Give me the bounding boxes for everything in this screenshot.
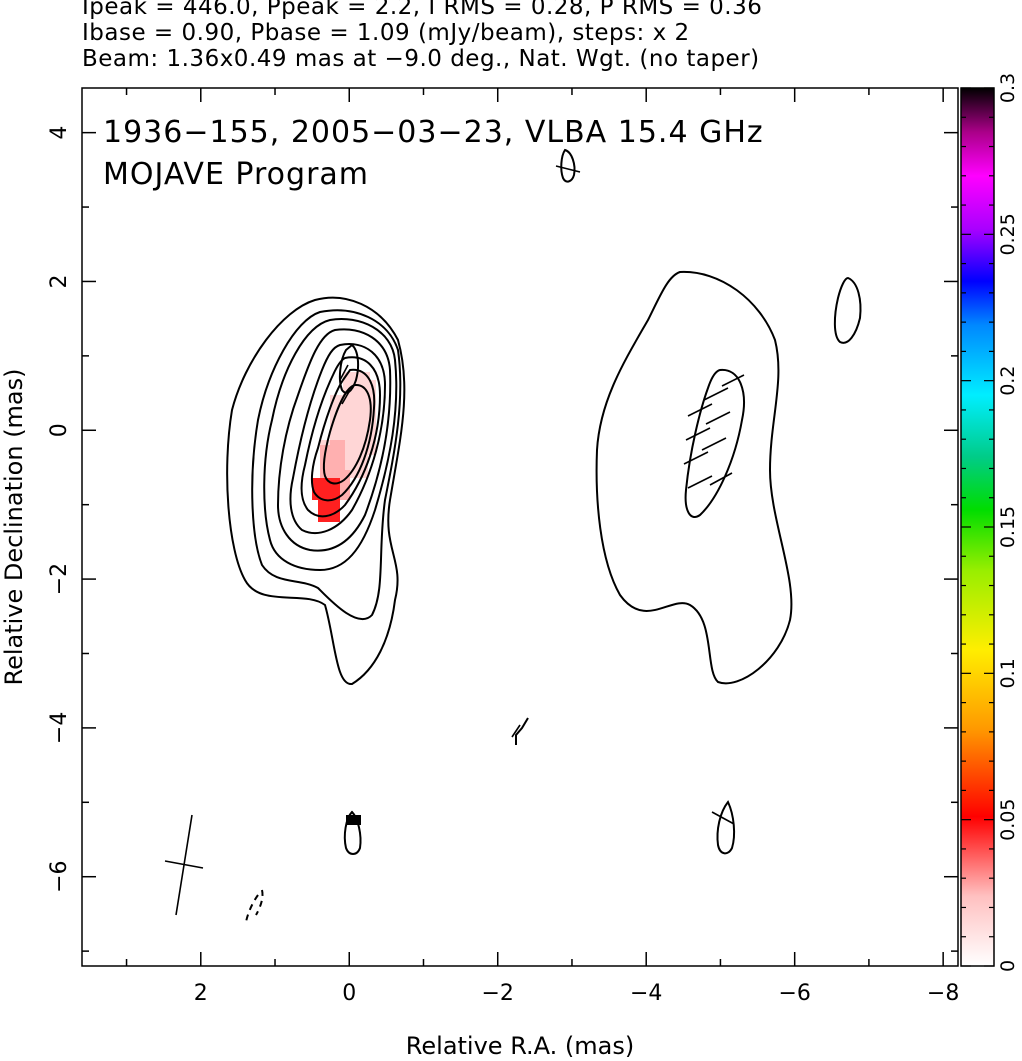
evpa-vector [709, 472, 733, 486]
plot-subtitle: MOJAVE Program [103, 157, 369, 192]
south-artifact [515, 717, 529, 745]
lobe-contour-inner [684, 368, 745, 518]
x-tick-label: 2 [194, 981, 208, 1006]
y-tick-label: 2 [47, 274, 72, 288]
core-south-blob [343, 810, 362, 855]
core-contours [226, 296, 406, 685]
lobe-contour-ne [833, 276, 862, 344]
evpa-vector [687, 403, 713, 417]
x-axis-ticks: 2 0 −2 −4 −6 −8 [125, 88, 959, 1006]
colorbar-tick-label: 0.05 [997, 799, 1019, 841]
evpa-vector [339, 364, 349, 381]
beam-minor-axis [164, 860, 204, 869]
x-tick-label: −2 [482, 981, 514, 1006]
core-contour-6 [300, 356, 382, 518]
colorbar-tick-label: 0 [997, 960, 1019, 972]
evpa-vectors [339, 165, 745, 825]
y-tick-label: −4 [47, 712, 72, 744]
x-axis-title: Relative R.A. (mas) [406, 1032, 634, 1060]
lobe-contours [560, 148, 862, 685]
header-line-peaks: Ipeak = 446.0, Ppeak = 2.2, I RMS = 0.28… [82, 0, 763, 20]
lobe-south-blob [716, 800, 736, 855]
evpa-vector [703, 387, 729, 401]
plot-header: Ipeak = 446.0, Ppeak = 2.2, I RMS = 0.28… [82, 0, 1022, 72]
pol-region-medium [320, 440, 350, 500]
core-contour-7 [310, 368, 376, 502]
lobe-contour-north-blob [560, 148, 576, 183]
core-contour-2 [251, 309, 402, 621]
colorbar-tick-label: 0.25 [997, 213, 1019, 255]
core-contour-1 [226, 296, 406, 685]
x-tick-label: 0 [342, 981, 356, 1006]
header-line-base: Ibase = 0.90, Pbase = 1.09 (mJy/beam), s… [82, 20, 690, 46]
evpa-vector [555, 165, 581, 173]
core-contour-8 [322, 383, 372, 485]
beam-indicator [164, 814, 204, 916]
y-axis-title: Relative Declination (mas) [0, 368, 28, 685]
colorbar-ticks: 0 0.05 0.1 0.15 0.2 0.25 0.3 [961, 73, 1019, 972]
evpa-vector [705, 411, 731, 425]
colorbar-tick-label: 0.3 [997, 73, 1019, 103]
negative-contour [255, 889, 264, 916]
colorbar-tick-label: 0.2 [997, 366, 1019, 396]
y-tick-label: 4 [47, 126, 72, 140]
y-tick-label: −6 [47, 860, 72, 892]
x-tick-label: −6 [778, 981, 810, 1006]
evpa-vector [701, 437, 727, 451]
evpa-vector [685, 427, 711, 441]
x-tick-label: −4 [630, 981, 662, 1006]
core-contour-5 [289, 343, 387, 535]
plot-frame [81, 87, 959, 967]
evpa-vector [511, 724, 521, 738]
x-tick-label: −8 [927, 981, 959, 1006]
colorbar: 0 0.05 0.1 0.15 0.2 0.25 0.3 [960, 73, 1019, 972]
core-contour-3 [263, 318, 398, 572]
evpa-vector [341, 389, 351, 405]
y-tick-label: 0 [47, 423, 72, 437]
negative-contour-2 [245, 894, 259, 923]
core-contour-4 [276, 328, 392, 552]
pol-region-peak [346, 815, 361, 825]
y-axis-ticks: 4 2 0 −2 −4 −6 [47, 126, 958, 952]
y-tick-label: −2 [47, 563, 72, 595]
evpa-vector [721, 374, 745, 387]
evpa-vector [683, 451, 709, 465]
evpa-vector [687, 475, 713, 489]
header-line-beam: Beam: 1.36x0.49 mas at −9.0 deg., Nat. W… [82, 46, 760, 72]
lobe-contour-outer [595, 270, 793, 685]
evpa-vector [711, 811, 735, 825]
colorbar-tick-label: 0.15 [997, 506, 1019, 548]
small-contours [245, 717, 736, 923]
colorbar-tick-label: 0.1 [997, 658, 1019, 688]
plot-title: 1936−155, 2005−03−23, VLBA 15.4 GHz [103, 115, 764, 150]
